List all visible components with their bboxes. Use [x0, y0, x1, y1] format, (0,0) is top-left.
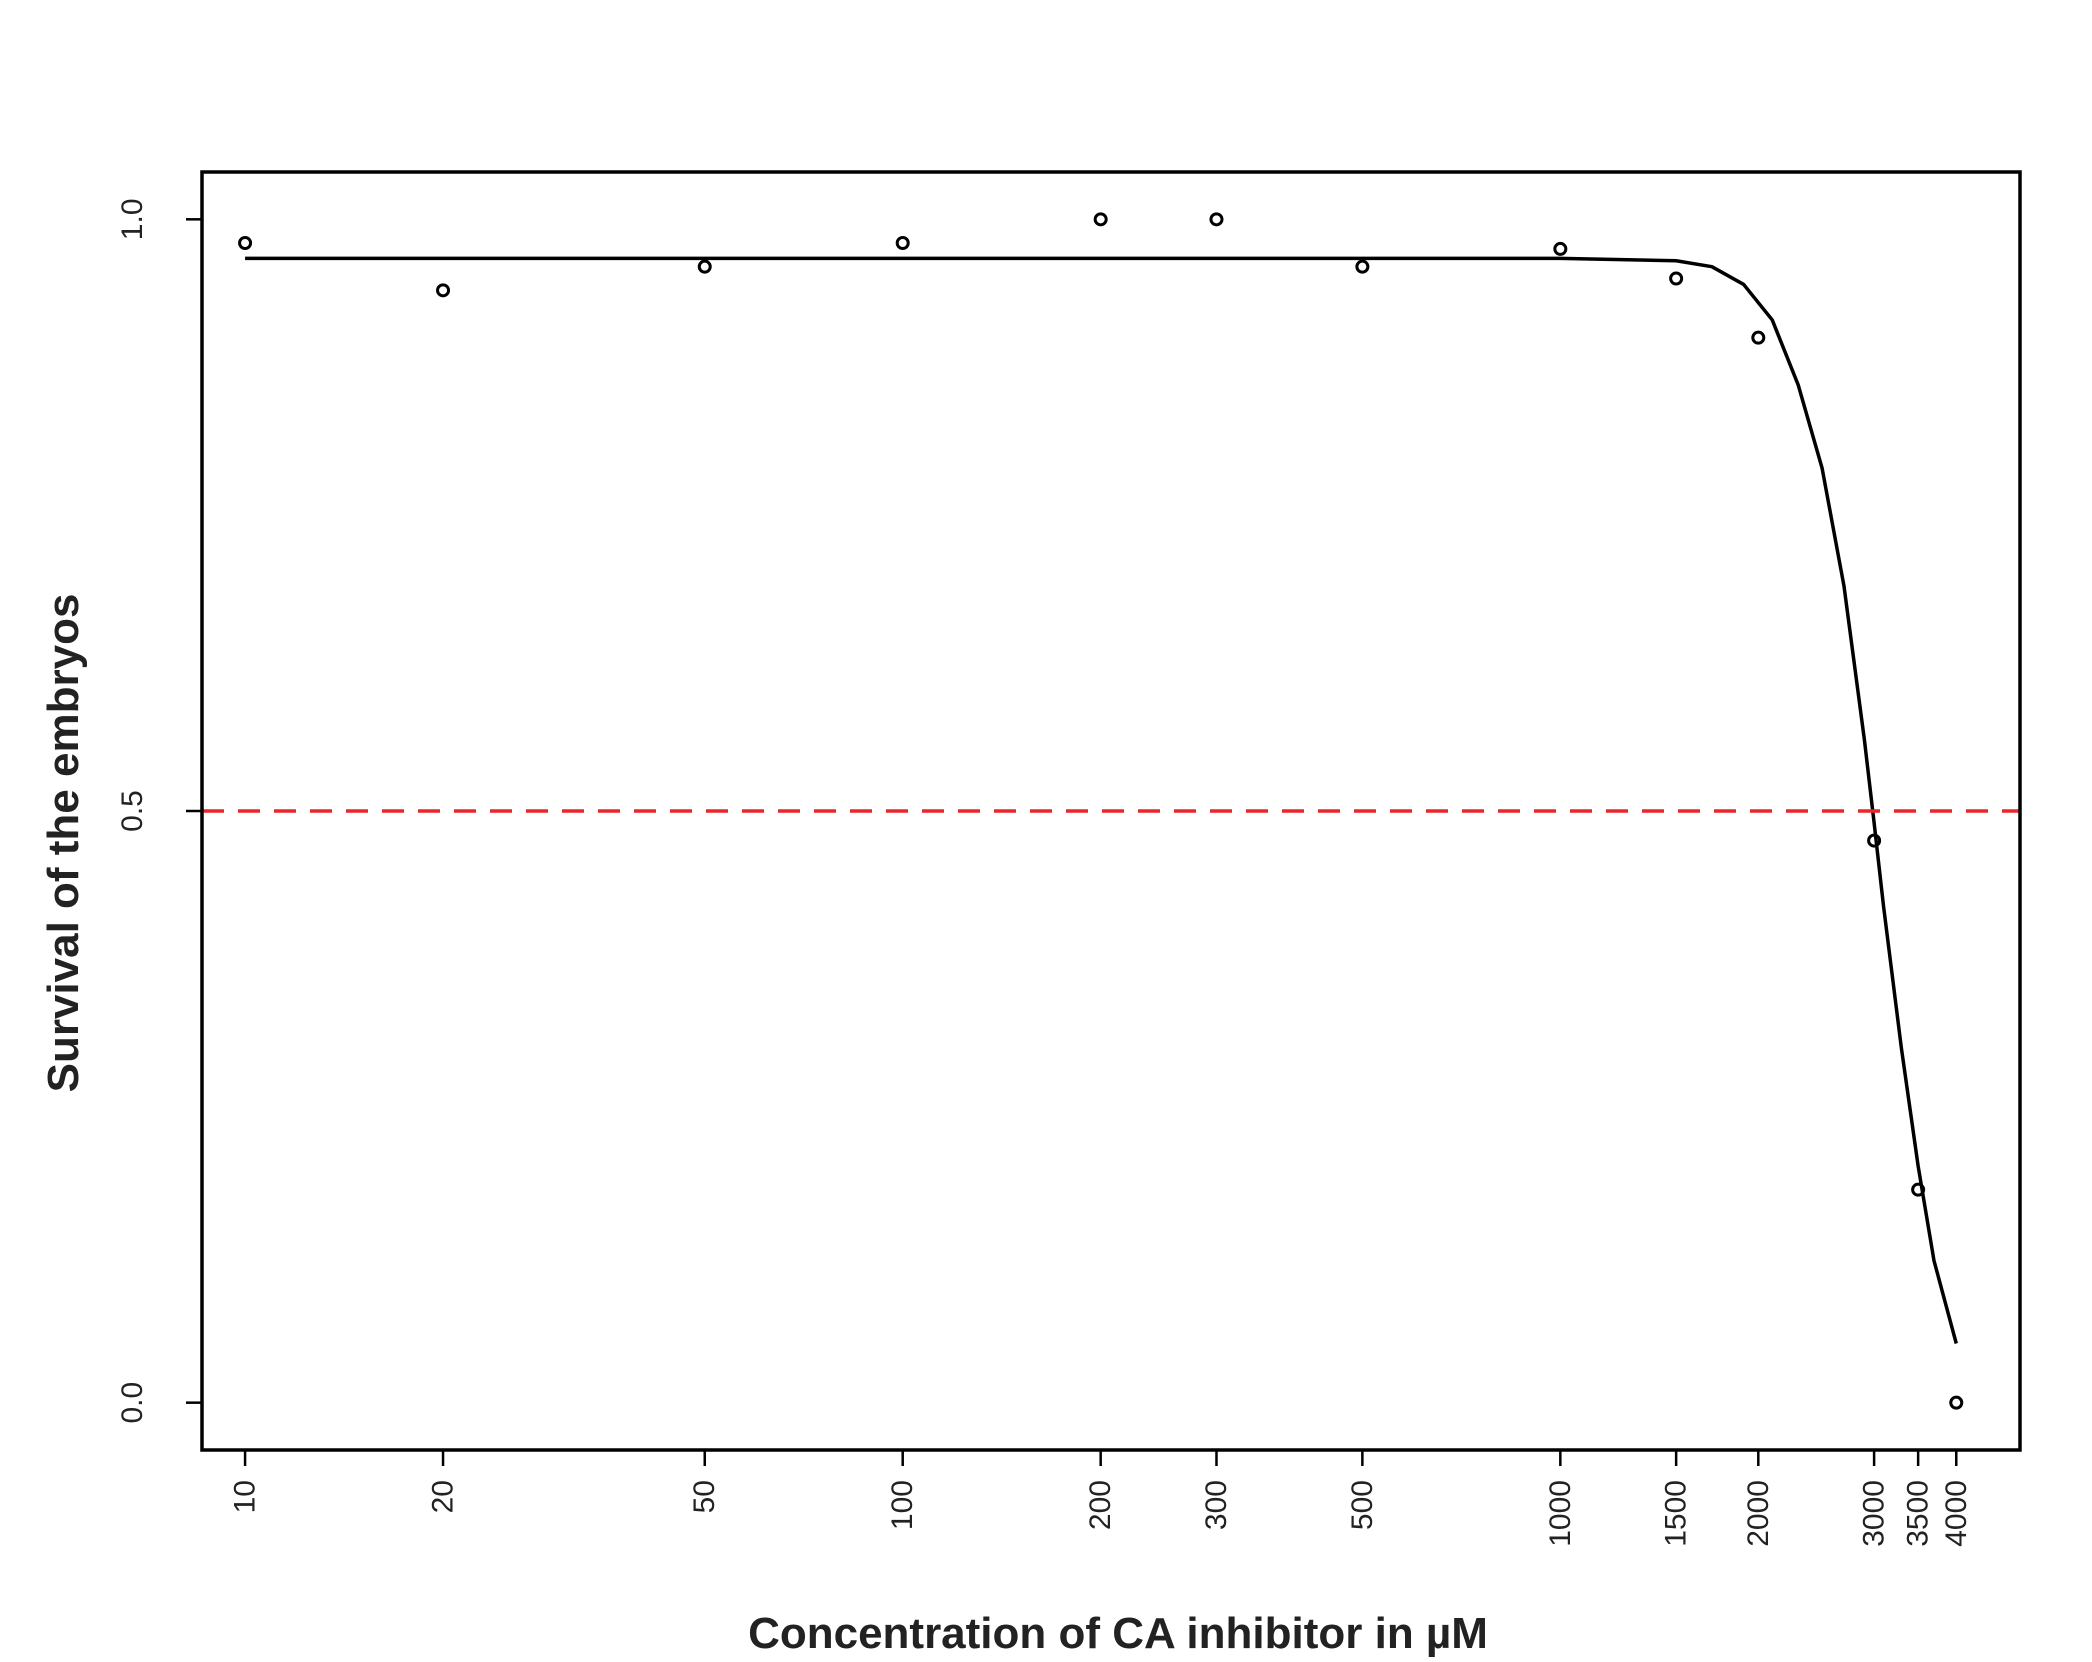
x-tick-label-50: 50 [688, 1480, 721, 1513]
data-point-2000 [1751, 330, 1766, 345]
x-tick-label-10: 10 [229, 1480, 262, 1513]
data-point-50 [697, 259, 712, 274]
y-tick-label-0: 0.0 [116, 1382, 149, 1424]
x-tick-label-20: 20 [427, 1480, 460, 1513]
plot-layer [202, 212, 2020, 1410]
fitted-curve [245, 256, 1958, 1344]
data-point-10 [238, 236, 253, 250]
x-tick-label-1500: 1500 [1660, 1480, 1693, 1547]
data-point-20 [436, 283, 451, 298]
data-point-4000 [1949, 1395, 1964, 1410]
y-axis-title: Survival of the embryos [39, 594, 88, 1093]
data-point-1000 [1553, 241, 1568, 256]
x-tick-label-200: 200 [1084, 1480, 1117, 1530]
x-axis-title: Concentration of CA inhibitor in µM [748, 1609, 1488, 1658]
x-tick-label-1000: 1000 [1544, 1480, 1577, 1547]
x-tick-label-300: 300 [1200, 1480, 1233, 1530]
x-tick-label-500: 500 [1346, 1480, 1379, 1530]
x-tick-label-3500: 3500 [1902, 1480, 1935, 1547]
x-tick-label-3000: 3000 [1858, 1480, 1891, 1547]
y-axis: 0.0 0.5 1.0 [116, 198, 202, 1424]
data-point-100 [895, 236, 910, 250]
x-tick-label-4000: 4000 [1940, 1480, 1973, 1547]
x-tick-label-100: 100 [886, 1480, 919, 1530]
data-point-500 [1355, 259, 1370, 274]
x-axis: 10 20 50 100 200 300 500 1000 1500 2000 3000 3500 40… [229, 1450, 1973, 1547]
x-tick-label-2000: 2000 [1742, 1480, 1775, 1547]
y-tick-label-2: 1.0 [116, 198, 149, 240]
data-point-200 [1093, 212, 1108, 227]
data-point-300 [1209, 212, 1224, 227]
data-point-1500 [1669, 271, 1684, 286]
y-tick-label-1: 0.5 [116, 790, 149, 832]
